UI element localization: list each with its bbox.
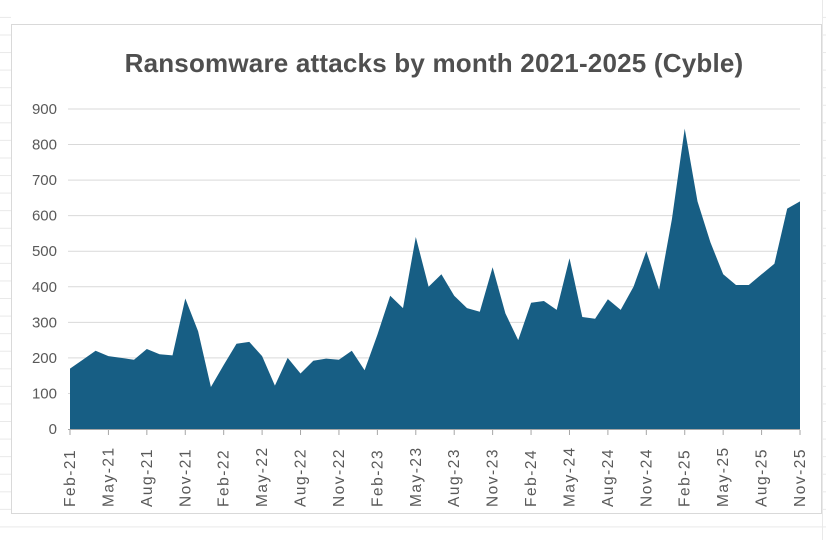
embedded-chart-object[interactable]: [11, 24, 822, 514]
chart-title[interactable]: Ransomware attacks by month 2021-2025 (C…: [124, 48, 744, 78]
